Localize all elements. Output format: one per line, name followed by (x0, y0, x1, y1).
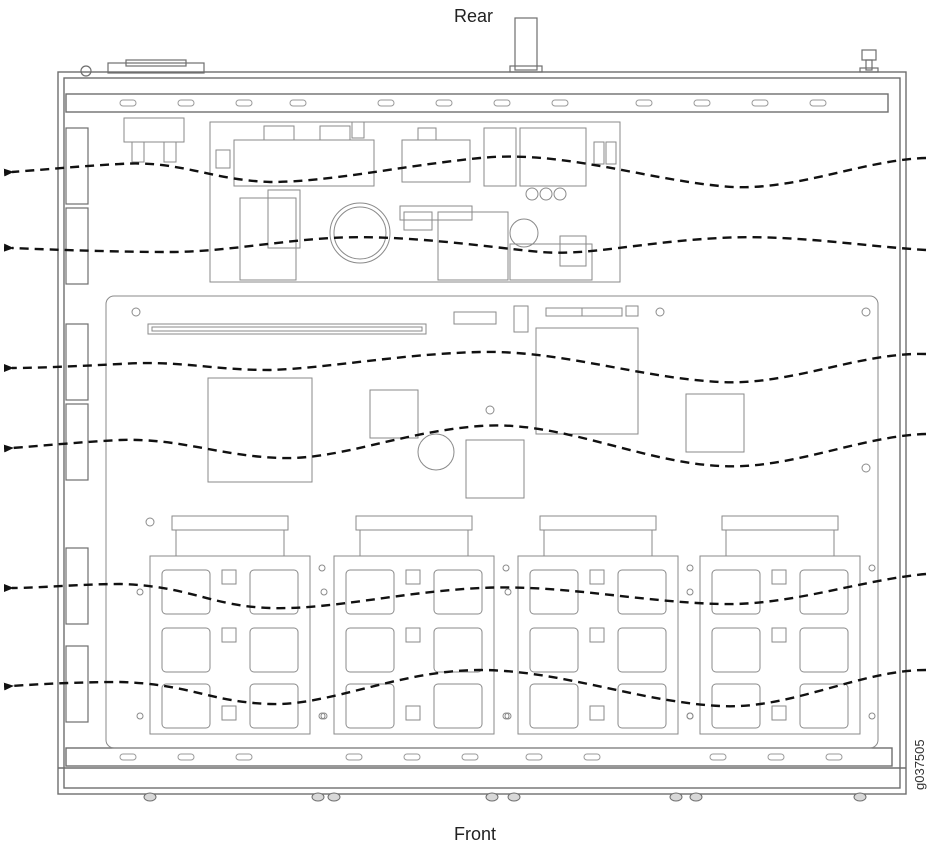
drive-bay (136, 515, 326, 735)
rear-connectors (80, 17, 879, 77)
fan-module (65, 547, 89, 625)
airflow-arrow (3, 155, 927, 189)
drive-bays (136, 515, 876, 735)
airflow-arrow (3, 235, 927, 254)
front-label: Front (454, 824, 497, 844)
fan-module (65, 323, 89, 401)
chassis-shell (57, 71, 907, 795)
rear-vent-slots (119, 99, 827, 107)
airflow-arrow (3, 668, 927, 708)
drive-bay (686, 515, 876, 735)
airflow-arrow (3, 424, 927, 468)
rear-label: Rear (454, 6, 494, 26)
chassis-feet (143, 792, 867, 802)
fan-modules (65, 127, 89, 723)
main-board (105, 295, 879, 749)
drive-bay (320, 515, 510, 735)
airflow-arrows (3, 155, 927, 708)
fan-module (65, 207, 89, 285)
drive-bay (504, 515, 694, 735)
airflow-arrow (3, 572, 927, 610)
front-vent-slots (119, 753, 843, 761)
figure-id-label: g037505 (912, 739, 927, 790)
airflow-arrow (3, 350, 927, 384)
power-supply-board (123, 117, 621, 283)
fan-module (65, 645, 89, 723)
fan-module (65, 403, 89, 481)
